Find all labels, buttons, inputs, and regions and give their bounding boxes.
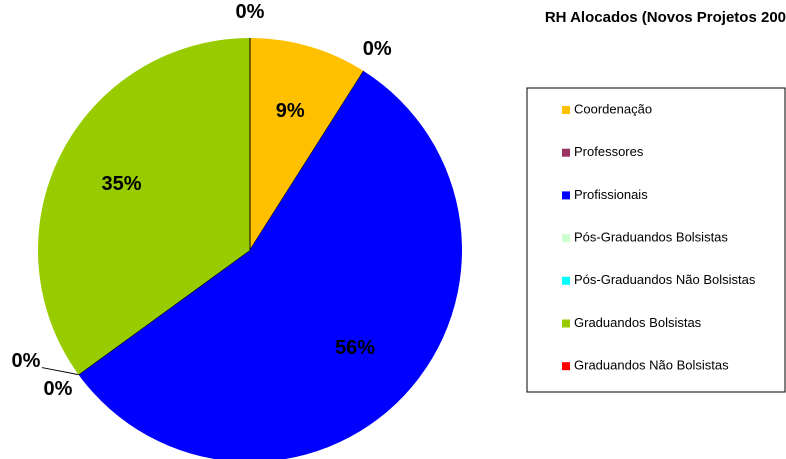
leader-line [41,367,79,376]
pie-slice [78,71,462,459]
data-label: 35% [102,173,142,195]
legend-label: Profissionais [574,187,648,202]
data-label: 0% [11,350,40,372]
legend-swatch [562,362,570,371]
legend-label: Graduandos Bolsistas [574,315,702,330]
legend-label: Coordenação [574,101,652,116]
legend-swatch [562,234,570,243]
legend-label: Pós-Graduandos Não Bolsistas [574,272,756,287]
legend-swatch [562,276,570,285]
legend-label: Professores [574,144,644,159]
data-label: 56% [335,337,375,359]
pie-slice [37,38,250,375]
data-label: 0% [363,38,392,60]
data-label: 9% [276,100,305,122]
legend-label: Pós-Graduandos Bolsistas [574,230,728,245]
legend-swatch [562,148,570,157]
data-label: 0% [43,378,72,400]
legend-swatch [562,191,570,200]
data-label: 0% [236,1,265,23]
pie-slice [250,38,364,250]
chart-title: RH Alocados (Novos Projetos 200 [545,9,786,26]
pie-slice [249,70,365,251]
legend-swatch [562,106,570,114]
legend-label: Graduandos Não Bolsistas [574,358,729,373]
legend-swatch [562,319,570,328]
